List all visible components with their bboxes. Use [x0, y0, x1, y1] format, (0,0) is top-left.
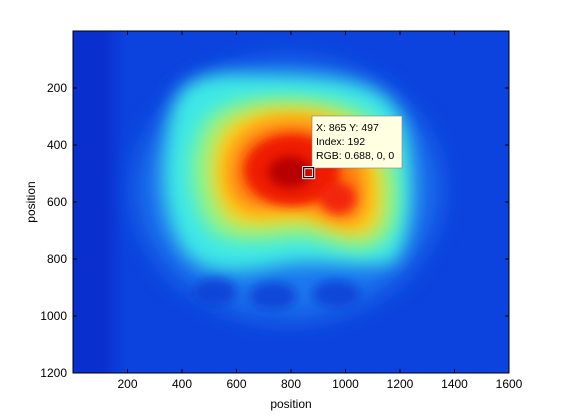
datatip[interactable]: X: 865 Y: 497 Index: 192 RGB: 0.688, 0, …	[311, 115, 403, 169]
x-tick-label: 800	[281, 377, 301, 391]
y-tick-label: 600	[47, 195, 67, 209]
x-tick-label: 200	[117, 377, 137, 391]
y-tick-label: 800	[47, 252, 67, 266]
x-axis-ticks: 200 400 600 800 1000 1200 1400 1600	[117, 31, 523, 391]
datatip-marker-inner	[303, 167, 315, 179]
x-tick-label: 1400	[441, 377, 468, 391]
datatip-index: Index: 192	[316, 136, 365, 148]
datatip-box	[311, 115, 403, 169]
y-tick-label: 200	[47, 81, 67, 95]
datatip-coordinates: X: 865 Y: 497	[316, 122, 379, 134]
x-tick-label: 1000	[332, 377, 359, 391]
heatmap-dark-peak	[268, 156, 312, 188]
heatmap-dark-spot-1	[193, 278, 237, 306]
y-tick-label: 400	[47, 138, 67, 152]
heatmap-red-core-lower	[320, 182, 356, 214]
y-tick-label: 1200	[40, 366, 67, 380]
datatip-rgb: RGB: 0.688, 0, 0	[316, 150, 394, 162]
x-axis-label: position	[270, 397, 311, 411]
x-tick-label: 1600	[496, 377, 523, 391]
y-axis-label: position	[24, 181, 38, 222]
heatmap-dark-spot-2	[249, 282, 297, 310]
y-axis-ticks: 200 400 600 800 1000 1200	[40, 81, 509, 380]
y-tick-label: 1000	[40, 309, 67, 323]
heatmap-image	[73, 31, 509, 373]
x-tick-label: 1200	[387, 377, 414, 391]
x-tick-label: 400	[172, 377, 192, 391]
x-tick-label: 600	[226, 377, 246, 391]
heatmap-dark-spot-3	[312, 280, 360, 308]
